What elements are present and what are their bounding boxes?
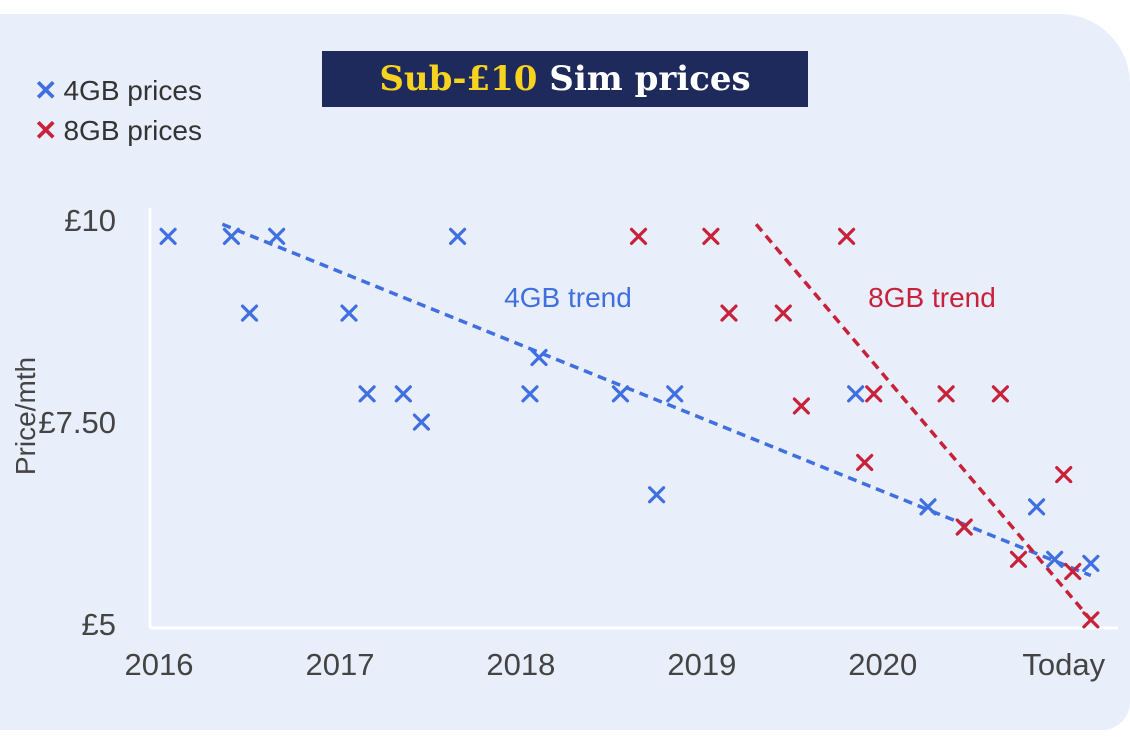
data-point-8gb [792, 397, 810, 415]
y-tick-label: £5 [82, 607, 116, 642]
data-point-8gb [865, 385, 883, 403]
data-point-4gb [394, 385, 412, 403]
x-tick-label: 2019 [667, 647, 736, 682]
legend-marker-8gb: ✕ [34, 115, 58, 146]
data-point-4gb [919, 498, 937, 516]
data-point-4gb [1046, 550, 1064, 568]
data-point-8gb [720, 304, 738, 322]
data-point-4gb [521, 385, 539, 403]
data-point-4gb [448, 227, 467, 245]
data-point-8gb [937, 385, 955, 403]
chart-title-highlight: Sub-£10 [379, 59, 538, 99]
y-tick-label: £10 [64, 203, 116, 238]
data-point-8gb [991, 385, 1009, 403]
data-point-4gb [611, 385, 630, 403]
data-point-4gb [847, 385, 865, 403]
data-point-4gb [340, 304, 358, 322]
y-tick-label: £7.50 [38, 405, 116, 440]
x-tick-label: 2017 [305, 647, 374, 682]
legend-item-8gb: ✕ 8GB prices [34, 113, 202, 149]
data-point-8gb [1082, 611, 1100, 629]
data-point-4gb [159, 227, 177, 245]
chart-title: Sub-£10 Sim prices [322, 51, 808, 107]
data-point-4gb [648, 486, 666, 504]
data-point-4gb [666, 385, 684, 403]
x-tick-label: Today [1022, 647, 1105, 682]
x-tick-label: 2020 [848, 647, 917, 682]
legend-marker-4gb: ✕ [34, 75, 58, 106]
legend-label-8gb: 8GB prices [63, 115, 202, 146]
data-point-4gb [222, 227, 241, 245]
data-point-8gb [955, 518, 973, 536]
data-point-4gb [358, 385, 376, 403]
legend-item-4gb: ✕ 4GB prices [34, 73, 202, 109]
data-point-4gb [412, 413, 431, 431]
data-point-8gb [702, 227, 720, 245]
data-point-8gb [1009, 550, 1028, 568]
x-tick-label: 2016 [125, 647, 194, 682]
data-point-8gb [837, 227, 856, 245]
chart-card [0, 14, 1130, 730]
data-point-4gb [268, 227, 286, 245]
trend-line-4gb [221, 222, 1092, 578]
data-point-8gb [856, 453, 874, 472]
data-point-8gb [629, 227, 648, 245]
trend-label-4gb: 4GB trend [504, 282, 632, 313]
data-point-8gb [774, 304, 792, 322]
trend-label-8gb: 8GB trend [868, 282, 996, 313]
y-axis-label: Price/mth [10, 357, 41, 475]
chart-title-box: Sub-£10 Sim prices [322, 51, 808, 107]
data-point-4gb [240, 304, 259, 322]
data-point-8gb [1055, 465, 1073, 484]
trend-line-8gb [754, 223, 1093, 622]
x-tick-label: 2018 [486, 647, 555, 682]
legend-label-4gb: 4GB prices [63, 75, 202, 106]
chart-title-rest: Sim prices [537, 59, 751, 99]
data-point-4gb [530, 348, 548, 367]
data-point-8gb [1064, 562, 1082, 581]
data-point-4gb [1082, 554, 1100, 573]
data-point-4gb [1027, 498, 1046, 516]
